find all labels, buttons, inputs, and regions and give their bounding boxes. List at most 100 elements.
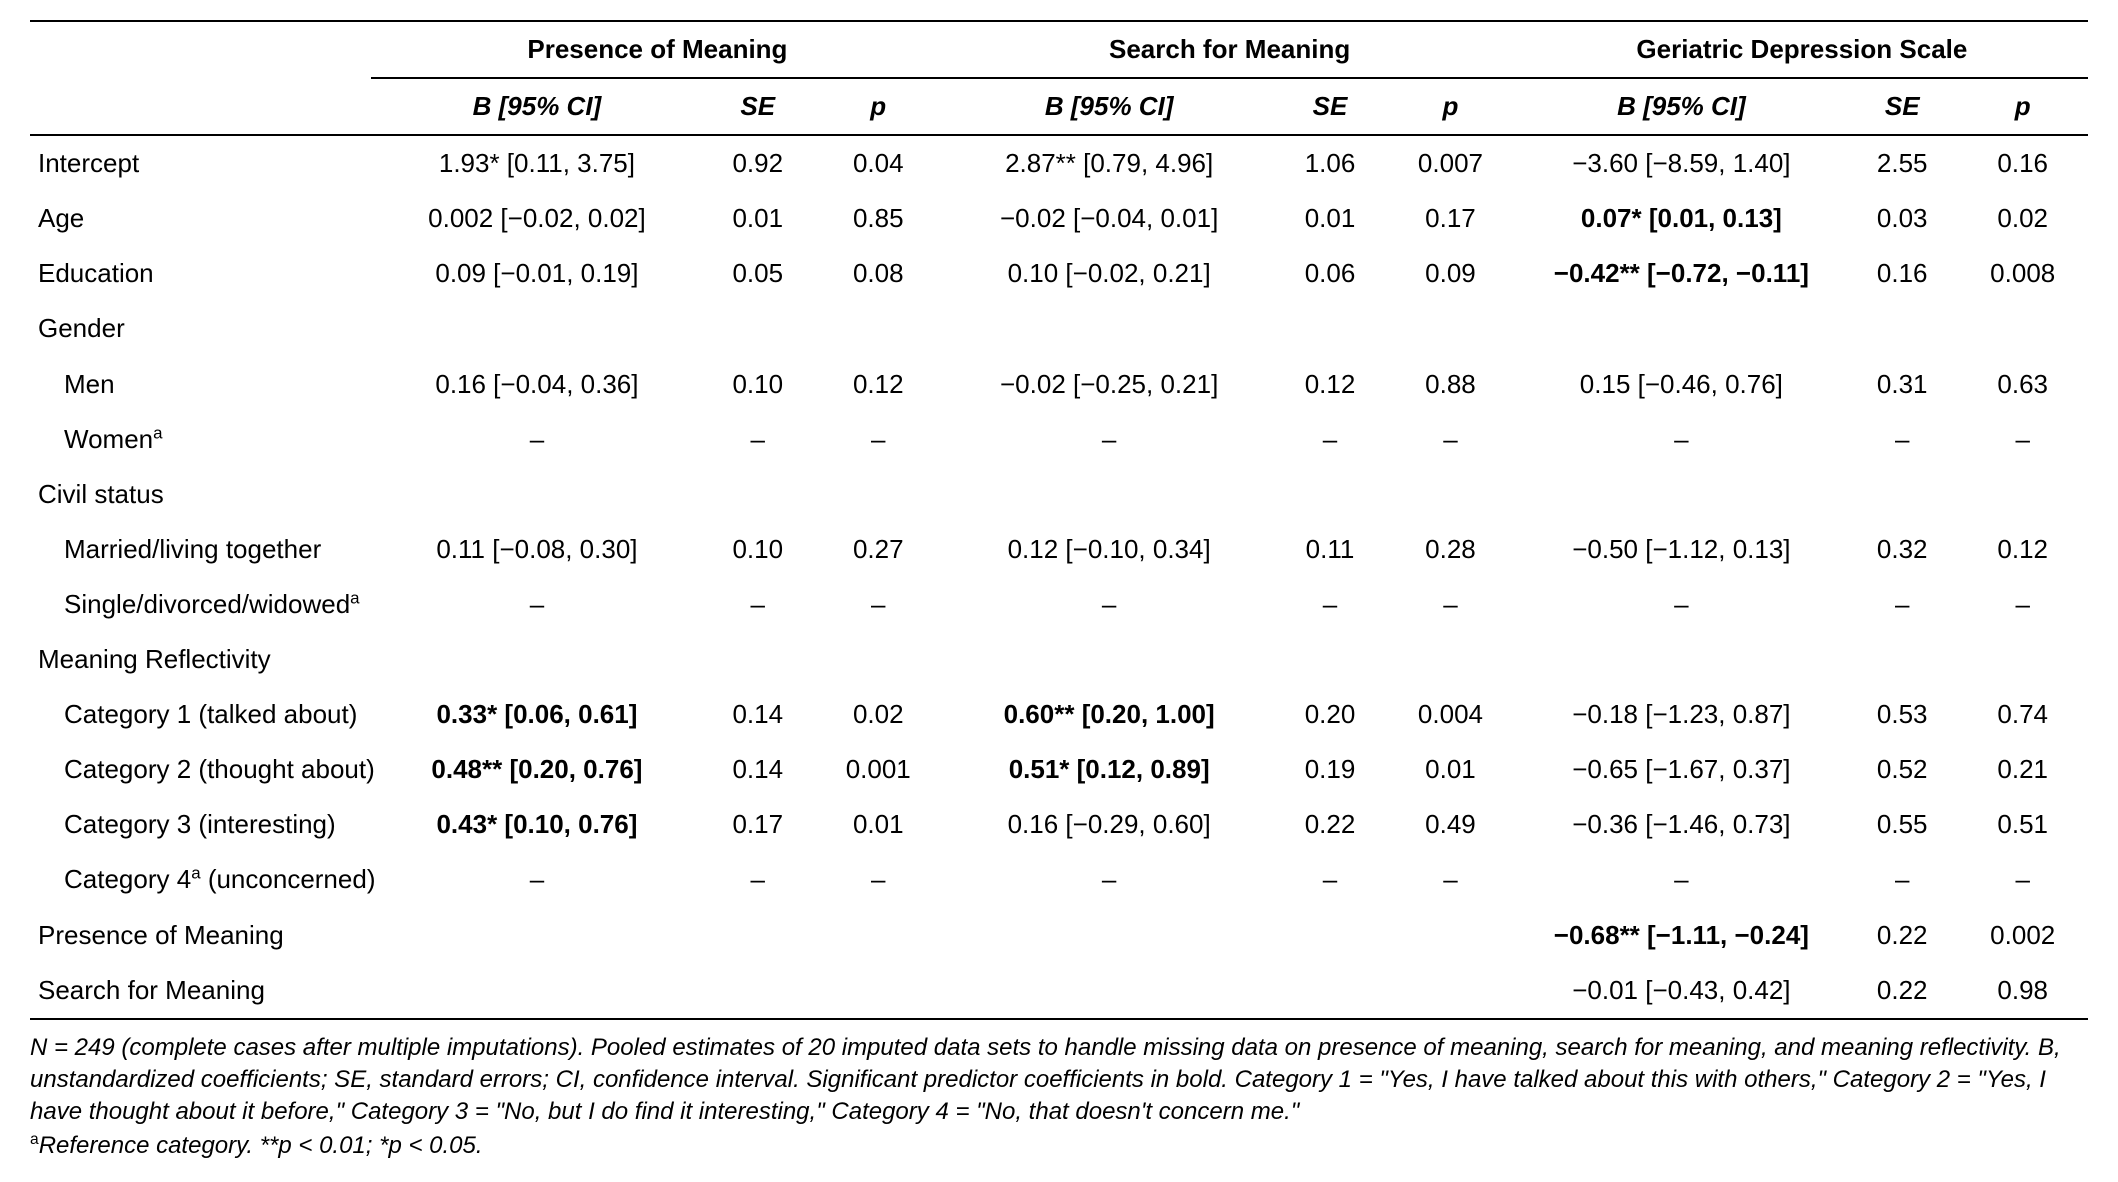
cell-b: 0.60** [0.20, 1.00] <box>944 687 1275 742</box>
cell-se <box>703 632 813 687</box>
subhead-b-3: B [95% CI] <box>1516 78 1847 135</box>
cell-b: 0.12 [−0.10, 0.34] <box>944 522 1275 577</box>
cell-se: – <box>1847 577 1957 632</box>
cell-b: – <box>944 412 1275 467</box>
row-label-text: Men <box>64 369 115 399</box>
subhead-se-1: SE <box>703 78 813 135</box>
cell-b: 0.07* [0.01, 0.13] <box>1516 191 1847 246</box>
cell-se: 0.92 <box>703 135 813 191</box>
row-label-gender-header: Gender <box>30 301 371 356</box>
cell-p: 0.85 <box>813 191 944 246</box>
cell-b: 0.002 [−0.02, 0.02] <box>371 191 702 246</box>
row-label-super: a <box>191 864 200 883</box>
cell-se <box>703 301 813 356</box>
cell-b: −0.65 [−1.67, 0.37] <box>1516 742 1847 797</box>
cell-se <box>1275 963 1385 1019</box>
row-label-search-for-meaning: Search for Meaning <box>30 963 371 1019</box>
table-row: Gender <box>30 301 2088 356</box>
group-header-gds: Geriatric Depression Scale <box>1516 21 2088 78</box>
cell-b <box>371 963 702 1019</box>
row-label-reflect-cat4: Category 4a (unconcerned) <box>30 852 371 907</box>
cell-se: 0.17 <box>703 797 813 852</box>
cell-p: 0.12 <box>813 357 944 412</box>
cell-b <box>944 632 1275 687</box>
cell-p: 0.12 <box>1957 522 2088 577</box>
cell-b: −3.60 [−8.59, 1.40] <box>1516 135 1847 191</box>
table-row: Education0.09 [−0.01, 0.19]0.050.080.10 … <box>30 246 2088 301</box>
cell-b <box>944 908 1275 963</box>
cell-b: −0.01 [−0.43, 0.42] <box>1516 963 1847 1019</box>
row-label-reflect-cat3: Category 3 (interesting) <box>30 797 371 852</box>
row-label-text: Search for Meaning <box>38 975 265 1005</box>
cell-p <box>1385 467 1516 522</box>
row-label-text: Civil status <box>38 479 164 509</box>
cell-se <box>1275 908 1385 963</box>
cell-se: 0.22 <box>1275 797 1385 852</box>
cell-p <box>1957 467 2088 522</box>
footnote-ref: Reference category. **p < 0.01; *p < 0.0… <box>39 1132 483 1159</box>
cell-b: −0.50 [−1.12, 0.13] <box>1516 522 1847 577</box>
cell-se: 0.16 <box>1847 246 1957 301</box>
cell-p: 0.49 <box>1385 797 1516 852</box>
cell-b: – <box>371 577 702 632</box>
row-label-reflect-header: Meaning Reflectivity <box>30 632 371 687</box>
cell-p: 0.51 <box>1957 797 2088 852</box>
sub-header-row: B [95% CI] SE p B [95% CI] SE p B [95% C… <box>30 78 2088 135</box>
cell-b: 0.16 [−0.29, 0.60] <box>944 797 1275 852</box>
cell-b: −0.02 [−0.25, 0.21] <box>944 357 1275 412</box>
cell-p: 0.27 <box>813 522 944 577</box>
cell-b: −0.36 [−1.46, 0.73] <box>1516 797 1847 852</box>
subhead-p-3: p <box>1957 78 2088 135</box>
cell-p: 0.16 <box>1957 135 2088 191</box>
cell-b: 0.43* [0.10, 0.76] <box>371 797 702 852</box>
footnote-super-a: a <box>30 1131 39 1148</box>
cell-se <box>1275 632 1385 687</box>
cell-p: 0.001 <box>813 742 944 797</box>
table-row: Womena––––––––– <box>30 412 2088 467</box>
cell-se <box>1275 467 1385 522</box>
cell-se: 0.22 <box>1847 963 1957 1019</box>
cell-se <box>703 963 813 1019</box>
row-label-text: Intercept <box>38 148 139 178</box>
cell-b: – <box>1516 412 1847 467</box>
cell-b <box>1516 301 1847 356</box>
cell-se: 0.55 <box>1847 797 1957 852</box>
cell-se: – <box>1275 852 1385 907</box>
row-label-text: Gender <box>38 313 125 343</box>
cell-b <box>371 467 702 522</box>
cell-p: 0.01 <box>1385 742 1516 797</box>
table-row: Category 2 (thought about)0.48** [0.20, … <box>30 742 2088 797</box>
cell-p: 0.98 <box>1957 963 2088 1019</box>
cell-b: 2.87** [0.79, 4.96] <box>944 135 1275 191</box>
row-label-intercept: Intercept <box>30 135 371 191</box>
cell-se <box>703 467 813 522</box>
row-label-text: Category 1 (talked about) <box>64 699 357 729</box>
row-label-text: Education <box>38 258 154 288</box>
cell-se: 0.19 <box>1275 742 1385 797</box>
cell-b <box>944 467 1275 522</box>
row-label-after: (unconcerned) <box>201 864 376 894</box>
cell-p <box>813 301 944 356</box>
cell-b: 0.16 [−0.04, 0.36] <box>371 357 702 412</box>
cell-se: – <box>1275 577 1385 632</box>
row-label-text: Category 2 (thought about) <box>64 754 375 784</box>
cell-se: 0.20 <box>1275 687 1385 742</box>
cell-se: – <box>1847 412 1957 467</box>
subhead-se-2: SE <box>1275 78 1385 135</box>
cell-p: 0.02 <box>813 687 944 742</box>
cell-p: – <box>813 412 944 467</box>
cell-p: – <box>1385 852 1516 907</box>
cell-se: 0.06 <box>1275 246 1385 301</box>
cell-se: 0.10 <box>703 522 813 577</box>
cell-b: 0.33* [0.06, 0.61] <box>371 687 702 742</box>
cell-se: – <box>703 412 813 467</box>
blank-subcorner <box>30 78 371 135</box>
cell-p <box>1957 301 2088 356</box>
cell-se: – <box>703 852 813 907</box>
cell-p: – <box>1385 412 1516 467</box>
cell-b: – <box>371 852 702 907</box>
cell-b <box>371 301 702 356</box>
table-row: Men0.16 [−0.04, 0.36]0.100.12−0.02 [−0.2… <box>30 357 2088 412</box>
row-label-civil-married: Married/living together <box>30 522 371 577</box>
cell-se: 0.12 <box>1275 357 1385 412</box>
